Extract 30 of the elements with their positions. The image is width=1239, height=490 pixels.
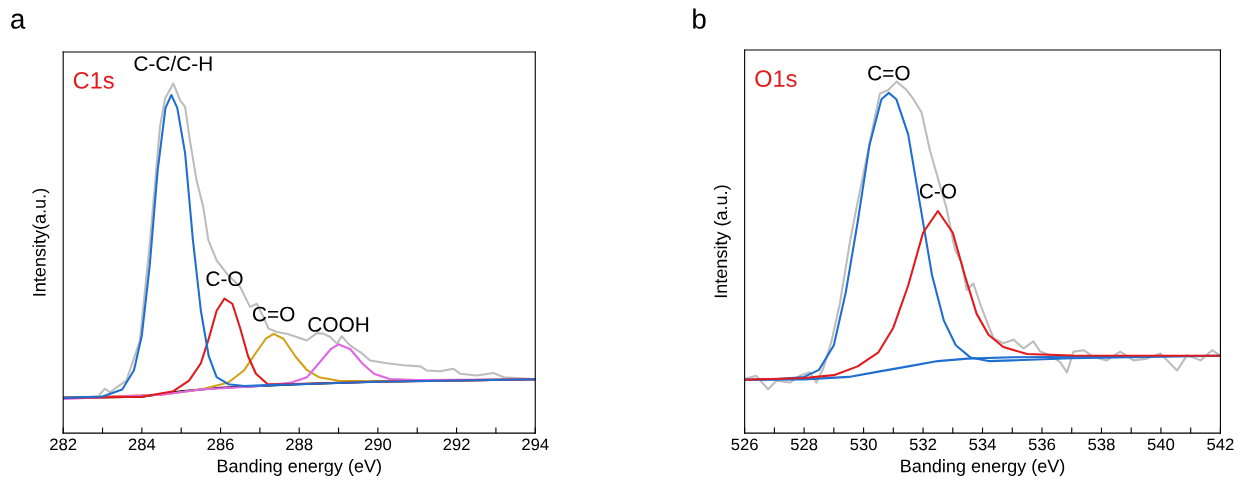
- annotation: COOH: [308, 317, 369, 332]
- x-tick-label: 528: [790, 438, 818, 451]
- x-tick-label: 290: [364, 438, 392, 451]
- x-tick-label: 282: [50, 438, 77, 451]
- annotation: C-O: [206, 271, 243, 287]
- x-tick-label: 532: [909, 438, 937, 451]
- x-tick-label: 294: [522, 438, 549, 451]
- x-tick-label: 536: [1028, 438, 1056, 451]
- annotation: O1s: [755, 70, 797, 87]
- chart-title: a: [11, 13, 26, 29]
- y-axis-title: Intensity (a.u.): [713, 185, 731, 298]
- x-tick-label: 292: [443, 438, 470, 451]
- annotation: C-O: [919, 183, 957, 199]
- x-tick-label: 288: [286, 438, 313, 451]
- x-tick-label: 534: [969, 438, 996, 451]
- x-tick-label: 538: [1088, 438, 1115, 451]
- x-tick-label: 526: [731, 438, 758, 451]
- y-axis-title: Intensity(a.u.): [32, 188, 50, 296]
- annotation: C-C/C-H: [134, 55, 212, 71]
- x-axis-title: Banding energy (eV): [217, 459, 381, 476]
- x-axis-title: Banding energy (eV): [901, 459, 1065, 476]
- x-tick-label: 540: [1147, 438, 1175, 451]
- x-tick-label: 530: [850, 438, 877, 451]
- annotation: C=O: [868, 65, 910, 81]
- annotation: C=O: [253, 306, 295, 322]
- annotation: C1s: [73, 72, 114, 89]
- x-tick-label: 284: [128, 438, 156, 451]
- x-tick-label: 542: [1207, 438, 1234, 451]
- x-tick-label: 286: [207, 438, 234, 451]
- chart-title: b: [693, 8, 706, 29]
